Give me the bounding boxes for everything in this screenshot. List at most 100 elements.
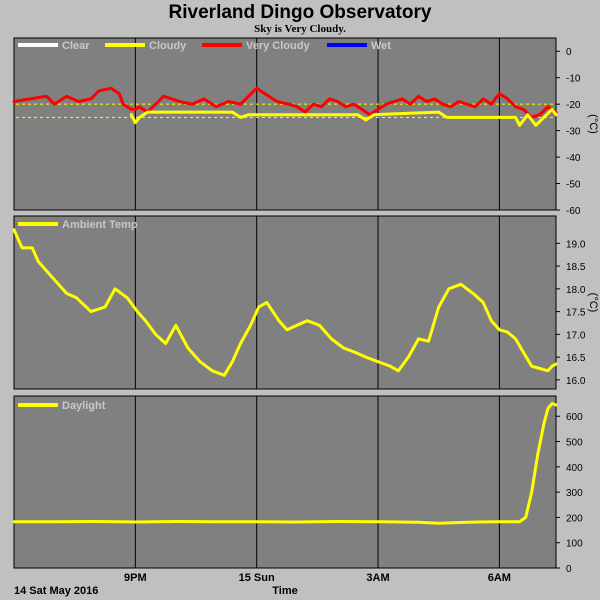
data-point bbox=[312, 103, 315, 106]
data-point bbox=[31, 246, 34, 250]
data-point bbox=[53, 520, 56, 523]
data-point bbox=[393, 100, 396, 103]
data-point bbox=[459, 283, 463, 286]
data-point bbox=[536, 453, 539, 456]
data-point bbox=[277, 319, 281, 322]
data-point bbox=[530, 490, 533, 494]
y-tick-label: 100 bbox=[566, 539, 583, 550]
data-point bbox=[134, 121, 137, 124]
y-tick-label: -50 bbox=[566, 180, 581, 191]
data-point bbox=[249, 324, 252, 327]
data-point bbox=[498, 92, 501, 95]
y-tick-label: 300 bbox=[566, 488, 583, 499]
data-point bbox=[174, 324, 177, 327]
legend-label: Daylight bbox=[62, 400, 106, 412]
data-point bbox=[12, 100, 16, 103]
legend-label: Cloudy bbox=[149, 40, 187, 52]
data-point bbox=[330, 337, 333, 341]
y-tick-label: 17.5 bbox=[566, 308, 586, 319]
data-point bbox=[522, 108, 525, 111]
data-point bbox=[295, 324, 299, 327]
data-point bbox=[482, 301, 485, 304]
data-point bbox=[409, 103, 412, 106]
y-tick-label: -40 bbox=[566, 153, 581, 164]
data-point bbox=[202, 97, 206, 101]
y-tick-label: 600 bbox=[566, 412, 583, 423]
data-point bbox=[372, 113, 376, 116]
y-tick-label: 19.0 bbox=[566, 239, 586, 250]
data-point bbox=[215, 520, 218, 523]
data-point bbox=[457, 521, 461, 524]
data-point bbox=[364, 118, 368, 122]
daylight-panel: 0 100 200 300 400 500 600 Daylight bbox=[12, 395, 583, 575]
data-point bbox=[320, 105, 323, 109]
y-tick-label: 17.0 bbox=[566, 330, 586, 341]
data-point bbox=[190, 103, 194, 106]
legend-label: Wet bbox=[371, 40, 391, 52]
data-point bbox=[336, 100, 339, 103]
data-point bbox=[263, 92, 266, 95]
data-point bbox=[20, 246, 24, 250]
data-point bbox=[542, 422, 546, 425]
data-point bbox=[255, 113, 258, 116]
data-point bbox=[417, 337, 420, 341]
data-point bbox=[170, 97, 173, 101]
data-point bbox=[255, 520, 258, 523]
data-point bbox=[498, 328, 501, 331]
data-point bbox=[514, 337, 517, 341]
data-point bbox=[215, 105, 218, 109]
data-point bbox=[239, 342, 242, 345]
data-point bbox=[77, 100, 80, 103]
data-point bbox=[53, 103, 56, 106]
y-tick-label: 500 bbox=[566, 438, 583, 449]
data-point bbox=[49, 274, 52, 277]
data-point bbox=[356, 113, 359, 116]
y-tick-label: -20 bbox=[566, 100, 581, 111]
x-tick-label: 6AM bbox=[488, 572, 511, 584]
data-point bbox=[239, 116, 242, 119]
data-point bbox=[354, 351, 357, 354]
data-point bbox=[93, 520, 97, 523]
data-point bbox=[518, 124, 521, 127]
data-point bbox=[144, 319, 147, 322]
data-point bbox=[384, 103, 388, 106]
x-tick-label: 9PM bbox=[124, 572, 147, 584]
data-point bbox=[130, 113, 133, 116]
y-unit-label: (°C) bbox=[587, 293, 599, 313]
data-point bbox=[231, 110, 234, 114]
data-point bbox=[364, 355, 368, 359]
data-point bbox=[437, 522, 440, 525]
data-point bbox=[164, 342, 167, 345]
y-tick-label: 0 bbox=[566, 564, 572, 575]
data-point bbox=[103, 305, 107, 309]
data-point bbox=[490, 103, 493, 106]
data-point bbox=[154, 333, 157, 336]
data-point bbox=[465, 103, 469, 106]
data-point bbox=[295, 105, 299, 109]
data-point bbox=[376, 360, 380, 363]
data-point bbox=[417, 521, 420, 524]
data-point bbox=[427, 340, 430, 343]
sky-temperature-panel: 0 -10 -20 -30 -40 -50 -60 (°C) Clear Cloudy Very C… bbox=[12, 37, 599, 217]
data-point bbox=[445, 116, 448, 119]
data-point bbox=[275, 100, 279, 103]
data-point bbox=[401, 97, 404, 101]
legend-label: Very Cloudy bbox=[246, 40, 310, 52]
data-point bbox=[265, 301, 268, 304]
data-point bbox=[247, 95, 250, 98]
data-point bbox=[16, 237, 20, 240]
series-line-cloudy bbox=[129, 107, 558, 127]
y-tick-label: 16.5 bbox=[566, 353, 586, 364]
data-point bbox=[437, 110, 440, 114]
x-axis-label: Time bbox=[272, 585, 297, 597]
data-point bbox=[514, 105, 517, 109]
x-tick-label: 3AM bbox=[366, 572, 389, 584]
data-point bbox=[247, 113, 250, 116]
legend-label: Ambient Temp bbox=[62, 219, 138, 231]
data-point bbox=[223, 374, 226, 377]
data-point bbox=[538, 113, 541, 116]
data-point bbox=[437, 305, 440, 309]
data-point bbox=[417, 95, 420, 98]
